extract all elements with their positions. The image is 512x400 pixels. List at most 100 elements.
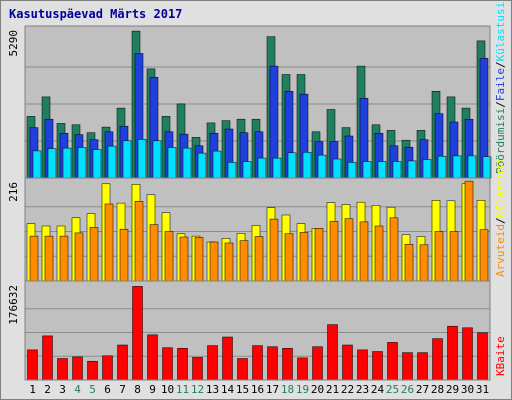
bar-bottom-kbaite-16 [252,345,263,381]
bar-middle-arvuteid-1 [29,235,39,282]
legend-label-slash: / [494,101,507,108]
bar-middle-arvuteid-22 [344,218,354,282]
bar-bottom-kbaite-15 [237,358,248,381]
bar-top-külastusi-8 [137,139,147,179]
bar-middle-arvuteid-17 [269,218,279,282]
x-tick-label-3: 3 [59,383,66,396]
legend-label-kbaite: KBaite [494,336,507,376]
bar-middle-arvuteid-28 [434,231,444,282]
bar-bottom-kbaite-31 [477,332,488,381]
bar-top-külastusi-13 [212,150,222,179]
plot-border [24,25,491,381]
x-tick-label-31: 31 [476,383,489,396]
x-tick-label-2: 2 [44,383,51,396]
bar-top-külastusi-15 [242,161,252,179]
bar-middle-arvuteid-18 [284,233,294,282]
x-tick-label-27: 27 [416,383,429,396]
x-tick-label-8: 8 [134,383,141,396]
bar-bottom-kbaite-23 [357,349,368,381]
bar-middle-arvuteid-19 [299,232,309,282]
x-tick-label-9: 9 [149,383,156,396]
bar-top-külastusi-10 [167,147,177,179]
bar-middle-arvuteid-4 [74,232,84,282]
bar-bottom-kbaite-17 [267,346,278,381]
bar-top-külastusi-26 [407,160,417,179]
max-label-bottom: 176632 [7,285,20,325]
bar-top-külastusi-22 [347,162,357,179]
bar-middle-arvuteid-29 [449,231,459,282]
x-tick-label-13: 13 [206,383,219,396]
bar-bottom-kbaite-6 [102,355,113,381]
bar-middle-arvuteid-25 [389,217,399,282]
bar-bottom-kbaite-7 [117,344,128,381]
x-tick-label-18: 18 [281,383,294,396]
bar-middle-arvuteid-15 [239,240,249,282]
x-tick-label-24: 24 [371,383,385,396]
bar-top-külastusi-17 [272,157,282,179]
bar-bottom-kbaite-8 [132,286,143,381]
bar-top-külastusi-19 [302,152,312,179]
x-tick-label-5: 5 [89,383,96,396]
bar-bottom-kbaite-22 [342,344,353,381]
bar-bottom-kbaite-13 [207,345,218,381]
x-tick-label-17: 17 [266,383,279,396]
bar-top-külastusi-5 [92,149,102,179]
chart-title: Kasutuspäevad Märts 2017 [9,7,182,21]
bar-middle-arvuteid-23 [359,221,369,282]
bar-top-külastusi-23 [362,161,372,179]
legend-label-pöördumisi: Pöördumisi [494,108,507,174]
bar-middle-arvuteid-21 [329,221,339,282]
x-tick-label-11: 11 [176,383,189,396]
x-tick-label-22: 22 [341,383,354,396]
bar-middle-arvuteid-16 [254,236,264,282]
bar-middle-arvuteid-31 [479,229,489,282]
bar-bottom-kbaite-27 [417,352,428,381]
x-tick-label-4: 4 [74,383,81,396]
bar-middle-arvuteid-6 [104,203,114,282]
max-label-middle: 216 [7,182,20,202]
legend-label-slash: / [494,61,507,68]
legend-label-külastusi: Külastusi [494,2,507,62]
bar-top-külastusi-21 [332,158,342,179]
bar-bottom-kbaite-19 [297,357,308,381]
bar-bottom-kbaite-26 [402,352,413,381]
bar-middle-arvuteid-24 [374,225,384,282]
bar-bottom-kbaite-30 [462,327,473,381]
bar-top-külastusi-9 [152,140,162,179]
bar-middle-arvuteid-14 [224,242,234,282]
legend-bottom: KBaite [494,336,507,376]
bar-middle-arvuteid-2 [44,235,54,282]
x-tick-label-25: 25 [386,383,399,396]
bar-middle-arvuteid-20 [314,228,324,282]
bar-bottom-kbaite-3 [57,358,68,381]
legend-label-külastusi: Külastusi [494,158,507,218]
bar-middle-arvuteid-3 [59,235,69,282]
bar-bottom-kbaite-9 [147,334,158,381]
max-label-top: 5290 [7,30,20,57]
bar-top-külastusi-11 [182,147,192,179]
bar-bottom-kbaite-24 [372,351,383,381]
x-tick-label-19: 19 [296,383,309,396]
x-tick-label-28: 28 [431,383,444,396]
bar-top-külastusi-2 [47,148,57,179]
x-tick-label-20: 20 [311,383,324,396]
bar-bottom-kbaite-2 [42,335,53,381]
bar-middle-arvuteid-27 [419,244,429,282]
bar-middle-arvuteid-10 [164,231,174,282]
x-tick-label-23: 23 [356,383,369,396]
bar-middle-arvuteid-9 [149,224,159,282]
bar-bottom-kbaite-20 [312,346,323,381]
bar-top-külastusi-18 [287,152,297,179]
x-tick-label-26: 26 [401,383,414,396]
legend-top: Pöördumisi/Faile/Külastusi [494,2,507,174]
bar-bottom-kbaite-25 [387,342,398,381]
legend-label-arvuteid: Arvuteid [494,224,507,277]
bar-bottom-kbaite-18 [282,348,293,381]
legend-label-faile: Faile [494,68,507,101]
bar-middle-arvuteid-12 [194,237,204,282]
bar-bottom-kbaite-10 [162,347,173,381]
bar-top-külastusi-7 [122,140,132,179]
bar-top-külastusi-25 [392,161,402,179]
bar-middle-arvuteid-26 [404,244,414,282]
bar-top-külastusi-12 [197,152,207,179]
